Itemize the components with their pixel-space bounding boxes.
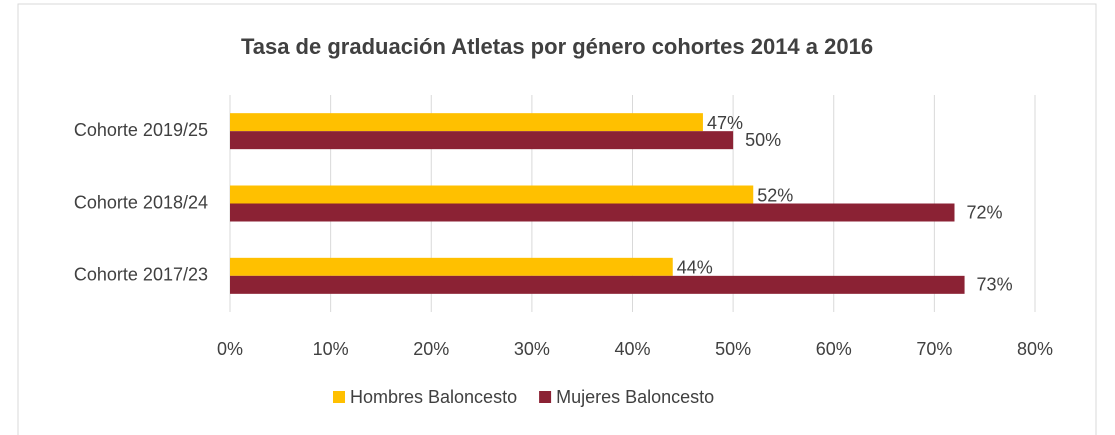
y-tick-label: Cohorte 2017/23	[74, 265, 208, 285]
bar	[230, 113, 703, 132]
x-tick-label: 20%	[413, 339, 449, 359]
x-tick-label: 30%	[514, 339, 550, 359]
value-label: 44%	[677, 258, 713, 278]
bar	[230, 203, 955, 222]
legend-label: Hombres Baloncesto	[350, 387, 517, 407]
x-tick-label: 60%	[816, 339, 852, 359]
bar	[230, 257, 673, 276]
chart-title: Tasa de graduación Atletas por género co…	[241, 34, 873, 59]
x-tick-label: 40%	[614, 339, 650, 359]
bar	[230, 185, 754, 204]
legend-swatch	[539, 391, 552, 403]
y-tick-label: Cohorte 2019/25	[74, 120, 208, 140]
x-tick-label: 80%	[1017, 339, 1053, 359]
value-label: 52%	[757, 185, 793, 205]
value-label: 50%	[745, 130, 781, 150]
value-label: 72%	[966, 202, 1002, 222]
bar	[230, 131, 734, 150]
y-tick-label: Cohorte 2018/24	[74, 192, 208, 212]
x-tick-label: 70%	[916, 339, 952, 359]
x-tick-label: 0%	[217, 339, 243, 359]
value-label: 73%	[977, 275, 1013, 295]
x-tick-label: 10%	[313, 339, 349, 359]
legend-label: Mujeres Baloncesto	[556, 387, 714, 407]
legend-swatch	[333, 391, 345, 403]
x-tick-label: 50%	[715, 339, 751, 359]
bar	[230, 275, 965, 294]
value-label: 47%	[707, 113, 743, 133]
